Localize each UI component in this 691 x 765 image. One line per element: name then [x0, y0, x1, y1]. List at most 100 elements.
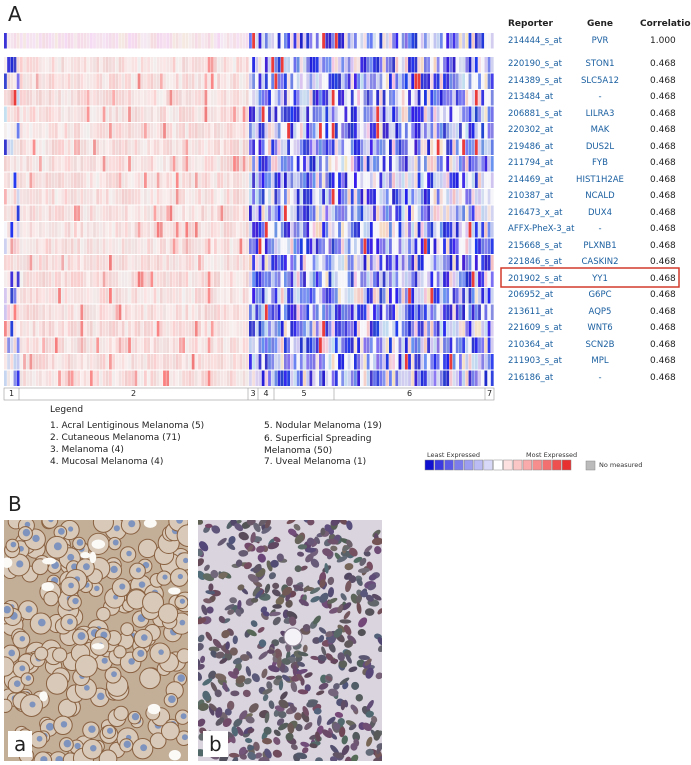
heatmap-cell: [226, 321, 230, 337]
nucleus: [371, 593, 382, 601]
heatmap-cell: [446, 205, 450, 221]
heatmap-cell: [156, 205, 160, 221]
heatmap-cell: [420, 271, 424, 287]
heatmap-cell: [42, 354, 46, 370]
heatmap-cell: [223, 172, 227, 188]
scale-high-label: Most Expressed: [526, 451, 578, 459]
heatmap-cell: [4, 189, 7, 205]
heatmap-cell: [328, 205, 332, 221]
heatmap-cell: [83, 370, 87, 386]
heatmap-cell: [363, 106, 367, 122]
heatmap-cell: [398, 90, 402, 106]
heatmap-cell: [32, 321, 36, 337]
scale-swatch: [532, 459, 542, 471]
heatmap-cell: [411, 222, 415, 238]
heatmap-cell: [268, 156, 271, 172]
heatmap-cell: [341, 354, 345, 370]
heatmap-cell: [121, 90, 125, 106]
heatmap-cell: [166, 205, 170, 221]
heatmap-cell: [354, 370, 357, 386]
heatmap-cell: [220, 123, 224, 139]
heatmap-cell: [379, 189, 383, 205]
heatmap-cell: [58, 123, 61, 139]
heatmap-cell: [280, 255, 284, 271]
heatmap-cell: [16, 106, 20, 122]
heatmap-cell: [236, 255, 240, 271]
heatmap-cell: [474, 139, 478, 155]
heatmap-cell: [144, 238, 147, 254]
heatmap-cell: [280, 354, 284, 370]
heatmap-cell: [350, 321, 354, 337]
nucleus: [204, 523, 213, 529]
heatmap-cell: [417, 238, 421, 254]
heatmap-cell: [229, 172, 233, 188]
heatmap-cell: [398, 321, 402, 337]
heatmap-cell: [147, 106, 151, 122]
nucleus: [317, 715, 322, 727]
heatmap-cell: [271, 73, 275, 89]
heatmap-cell: [140, 106, 144, 122]
heatmap-cell: [328, 139, 332, 155]
heatmap-cell: [258, 271, 262, 287]
heatmap-cell: [156, 222, 160, 238]
correlation: 0.468: [650, 323, 676, 333]
heatmap-cell: [74, 222, 77, 238]
heatmap-cell: [204, 337, 208, 353]
heatmap-cell: [315, 57, 319, 73]
scale-swatch: [552, 459, 562, 471]
heatmap-cell: [172, 57, 176, 73]
heatmap-cell: [105, 238, 109, 254]
heatmap-cell: [331, 271, 335, 287]
heatmap-cell: [354, 205, 357, 221]
heatmap-cell: [23, 222, 26, 238]
nucleus: [268, 700, 275, 710]
heatmap-cell: [303, 288, 306, 304]
heatmap-cell: [10, 90, 14, 106]
heatmap-cell: [112, 156, 116, 172]
heatmap-cell: [474, 106, 478, 122]
heatmap-cell: [175, 156, 179, 172]
heatmap-cell: [220, 172, 224, 188]
heatmap-cell: [439, 222, 443, 238]
heatmap-cell: [484, 255, 488, 271]
heatmap-cell: [166, 238, 170, 254]
heatmap-cell: [137, 337, 141, 353]
heatmap-cell: [379, 288, 383, 304]
heatmap-cell: [99, 321, 103, 337]
heatmap-cell: [344, 354, 348, 370]
heatmap-cell: [7, 139, 11, 155]
heatmap-cell: [344, 139, 348, 155]
heatmap-cell: [408, 106, 411, 122]
heatmap-cell: [118, 288, 122, 304]
heatmap-cell: [484, 57, 488, 73]
heatmap-cell: [414, 123, 418, 139]
heatmap-cell: [274, 90, 278, 106]
heatmap-cell: [7, 321, 11, 337]
heatmap-cell: [382, 73, 386, 89]
heatmap-cell: [220, 370, 224, 386]
group-label: 3: [250, 389, 256, 398]
heatmap-cell: [74, 304, 77, 320]
heatmap-cell: [124, 172, 128, 188]
nucleus: [198, 634, 205, 643]
heatmap-cell: [112, 288, 116, 304]
heatmap-cell: [433, 123, 437, 139]
heatmap-cell: [459, 321, 462, 337]
heatmap-cell: [392, 139, 396, 155]
heatmap-cell: [350, 172, 354, 188]
heatmap-cell: [395, 189, 399, 205]
nucleus: [206, 606, 214, 614]
heatmap-cell: [474, 172, 478, 188]
heatmap-cell: [252, 189, 256, 205]
nucleus: [94, 585, 100, 592]
heatmap-cell: [61, 271, 65, 287]
heatmap-cell: [121, 321, 125, 337]
heatmap-cell: [284, 123, 287, 139]
heatmap-cell: [163, 354, 166, 370]
heatmap-cell: [481, 123, 485, 139]
heatmap-cell: [271, 33, 275, 49]
heatmap-cell: [61, 189, 65, 205]
heatmap-cell: [96, 205, 100, 221]
heatmap-cell: [54, 123, 58, 139]
heatmap-cell: [19, 222, 23, 238]
